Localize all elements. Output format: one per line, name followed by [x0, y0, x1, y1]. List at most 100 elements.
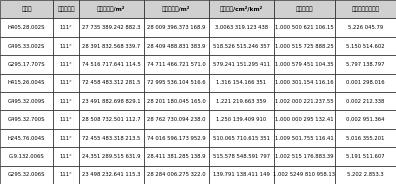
Bar — [79, 166, 144, 184]
Bar — [209, 166, 274, 184]
Text: G495.32.700S: G495.32.700S — [8, 117, 46, 122]
Bar — [209, 55, 274, 74]
Text: 中央子午线: 中央子午线 — [57, 6, 75, 12]
Text: G295.17.707S: G295.17.707S — [8, 62, 46, 67]
Text: G.9.132.006S: G.9.132.006S — [9, 154, 44, 159]
Text: 72 458 483.312 281.5: 72 458 483.312 281.5 — [82, 80, 141, 85]
Bar — [335, 166, 396, 184]
Text: 5.191 511.607: 5.191 511.607 — [346, 154, 385, 159]
Bar — [0, 0, 53, 18]
Bar — [79, 18, 144, 37]
Text: 1.000 515 725 888.25: 1.000 515 725 888.25 — [275, 43, 334, 49]
Text: 5.797 138.797: 5.797 138.797 — [346, 62, 385, 67]
Bar — [0, 92, 53, 110]
Bar — [53, 110, 79, 129]
Bar — [0, 147, 53, 166]
Text: 28 009 396.373 168.9: 28 009 396.373 168.9 — [147, 25, 206, 30]
Text: 面积变形比: 面积变形比 — [296, 6, 313, 12]
Bar — [335, 18, 396, 37]
Text: 0.002 951.364: 0.002 951.364 — [346, 117, 385, 122]
Text: 5.226 045.79: 5.226 045.79 — [348, 25, 383, 30]
Text: 5.150 514.602: 5.150 514.602 — [346, 43, 385, 49]
Bar — [53, 74, 79, 92]
Text: 111°: 111° — [60, 43, 72, 49]
Bar — [209, 110, 274, 129]
Text: 111°: 111° — [60, 172, 72, 177]
Text: 3.0063 319.123 438: 3.0063 319.123 438 — [215, 25, 268, 30]
Bar — [144, 0, 209, 18]
Text: 579.241 151.295 411: 579.241 151.295 411 — [213, 62, 270, 67]
Text: 0.002 212.338: 0.002 212.338 — [346, 99, 385, 104]
Bar — [274, 147, 335, 166]
Bar — [335, 74, 396, 92]
Text: 27 735 389.242 882.3: 27 735 389.242 882.3 — [82, 25, 141, 30]
Bar — [209, 92, 274, 110]
Text: 28 508 732.501 112.7: 28 508 732.501 112.7 — [82, 117, 141, 122]
Text: G295.32.006S: G295.32.006S — [8, 172, 46, 177]
Text: 5.016 355.201: 5.016 355.201 — [346, 135, 385, 141]
Text: 28.411 381.285 138.9: 28.411 381.285 138.9 — [147, 154, 206, 159]
Bar — [0, 37, 53, 55]
Bar — [53, 129, 79, 147]
Text: 111°: 111° — [60, 135, 72, 141]
Bar — [79, 147, 144, 166]
Bar — [0, 18, 53, 37]
Bar — [209, 18, 274, 37]
Text: G495.33.002S: G495.33.002S — [8, 43, 45, 49]
Bar — [335, 110, 396, 129]
Bar — [335, 37, 396, 55]
Bar — [79, 92, 144, 110]
Text: H405.28.002S: H405.28.002S — [8, 25, 46, 30]
Text: 111°: 111° — [60, 25, 72, 30]
Bar — [335, 129, 396, 147]
Text: 28 409 488.831 383.9: 28 409 488.831 383.9 — [147, 43, 206, 49]
Bar — [144, 55, 209, 74]
Bar — [53, 92, 79, 110]
Bar — [274, 74, 335, 92]
Text: 面积变形/cm²/km²: 面积变形/cm²/km² — [220, 6, 263, 12]
Bar — [0, 166, 53, 184]
Bar — [274, 37, 335, 55]
Bar — [0, 55, 53, 74]
Text: 510.065 710.615 351: 510.065 710.615 351 — [213, 135, 270, 141]
Bar — [144, 147, 209, 166]
Text: 1.221 219.663 359: 1.221 219.663 359 — [216, 99, 267, 104]
Bar — [274, 18, 335, 37]
Bar — [144, 92, 209, 110]
Text: 28 762 730.094 238.0: 28 762 730.094 238.0 — [147, 117, 206, 122]
Text: 111°: 111° — [60, 62, 72, 67]
Text: 椭球面面积/m²: 椭球面面积/m² — [97, 6, 126, 12]
Text: 1.009 501.755 116.41: 1.009 501.755 116.41 — [275, 135, 334, 141]
Text: 28 391 832.568 339.7: 28 391 832.568 339.7 — [82, 43, 141, 49]
Text: 28 284 006.275 322.0: 28 284 006.275 322.0 — [147, 172, 206, 177]
Bar — [144, 166, 209, 184]
Bar — [79, 37, 144, 55]
Text: 投影面面积/m²: 投影面面积/m² — [162, 6, 190, 12]
Bar — [209, 129, 274, 147]
Text: 515.578 548.591 797: 515.578 548.591 797 — [213, 154, 270, 159]
Bar — [53, 0, 79, 18]
Bar — [53, 166, 79, 184]
Text: 24.351 289.515 631.9: 24.351 289.515 631.9 — [82, 154, 141, 159]
Text: 28 201 180.045 165.0: 28 201 180.045 165.0 — [147, 99, 206, 104]
Bar — [79, 55, 144, 74]
Text: 111°: 111° — [60, 80, 72, 85]
Text: G495.32.009S: G495.32.009S — [8, 99, 46, 104]
Bar — [335, 92, 396, 110]
Bar — [144, 129, 209, 147]
Bar — [79, 110, 144, 129]
Text: 1.002 515 176.883.39: 1.002 515 176.883.39 — [275, 154, 334, 159]
Bar — [209, 0, 274, 18]
Text: 111°: 111° — [60, 154, 72, 159]
Text: 1.000 301.154 116.16: 1.000 301.154 116.16 — [275, 80, 334, 85]
Bar — [335, 55, 396, 74]
Text: 1.002 5249 810 958.13: 1.002 5249 810 958.13 — [273, 172, 335, 177]
Bar — [274, 55, 335, 74]
Text: 23 498 232.641 115.3: 23 498 232.641 115.3 — [82, 172, 141, 177]
Text: 72 995 536.104 516.6: 72 995 536.104 516.6 — [147, 80, 206, 85]
Text: 74 711 466.721 571.0: 74 711 466.721 571.0 — [147, 62, 206, 67]
Text: 1.000 500 621 106.15: 1.000 500 621 106.15 — [275, 25, 334, 30]
Text: 图幅号: 图幅号 — [21, 6, 32, 12]
Text: 74 016 596.173 952.9: 74 016 596.173 952.9 — [147, 135, 206, 141]
Text: 1.000 579 451 104.35: 1.000 579 451 104.35 — [275, 62, 334, 67]
